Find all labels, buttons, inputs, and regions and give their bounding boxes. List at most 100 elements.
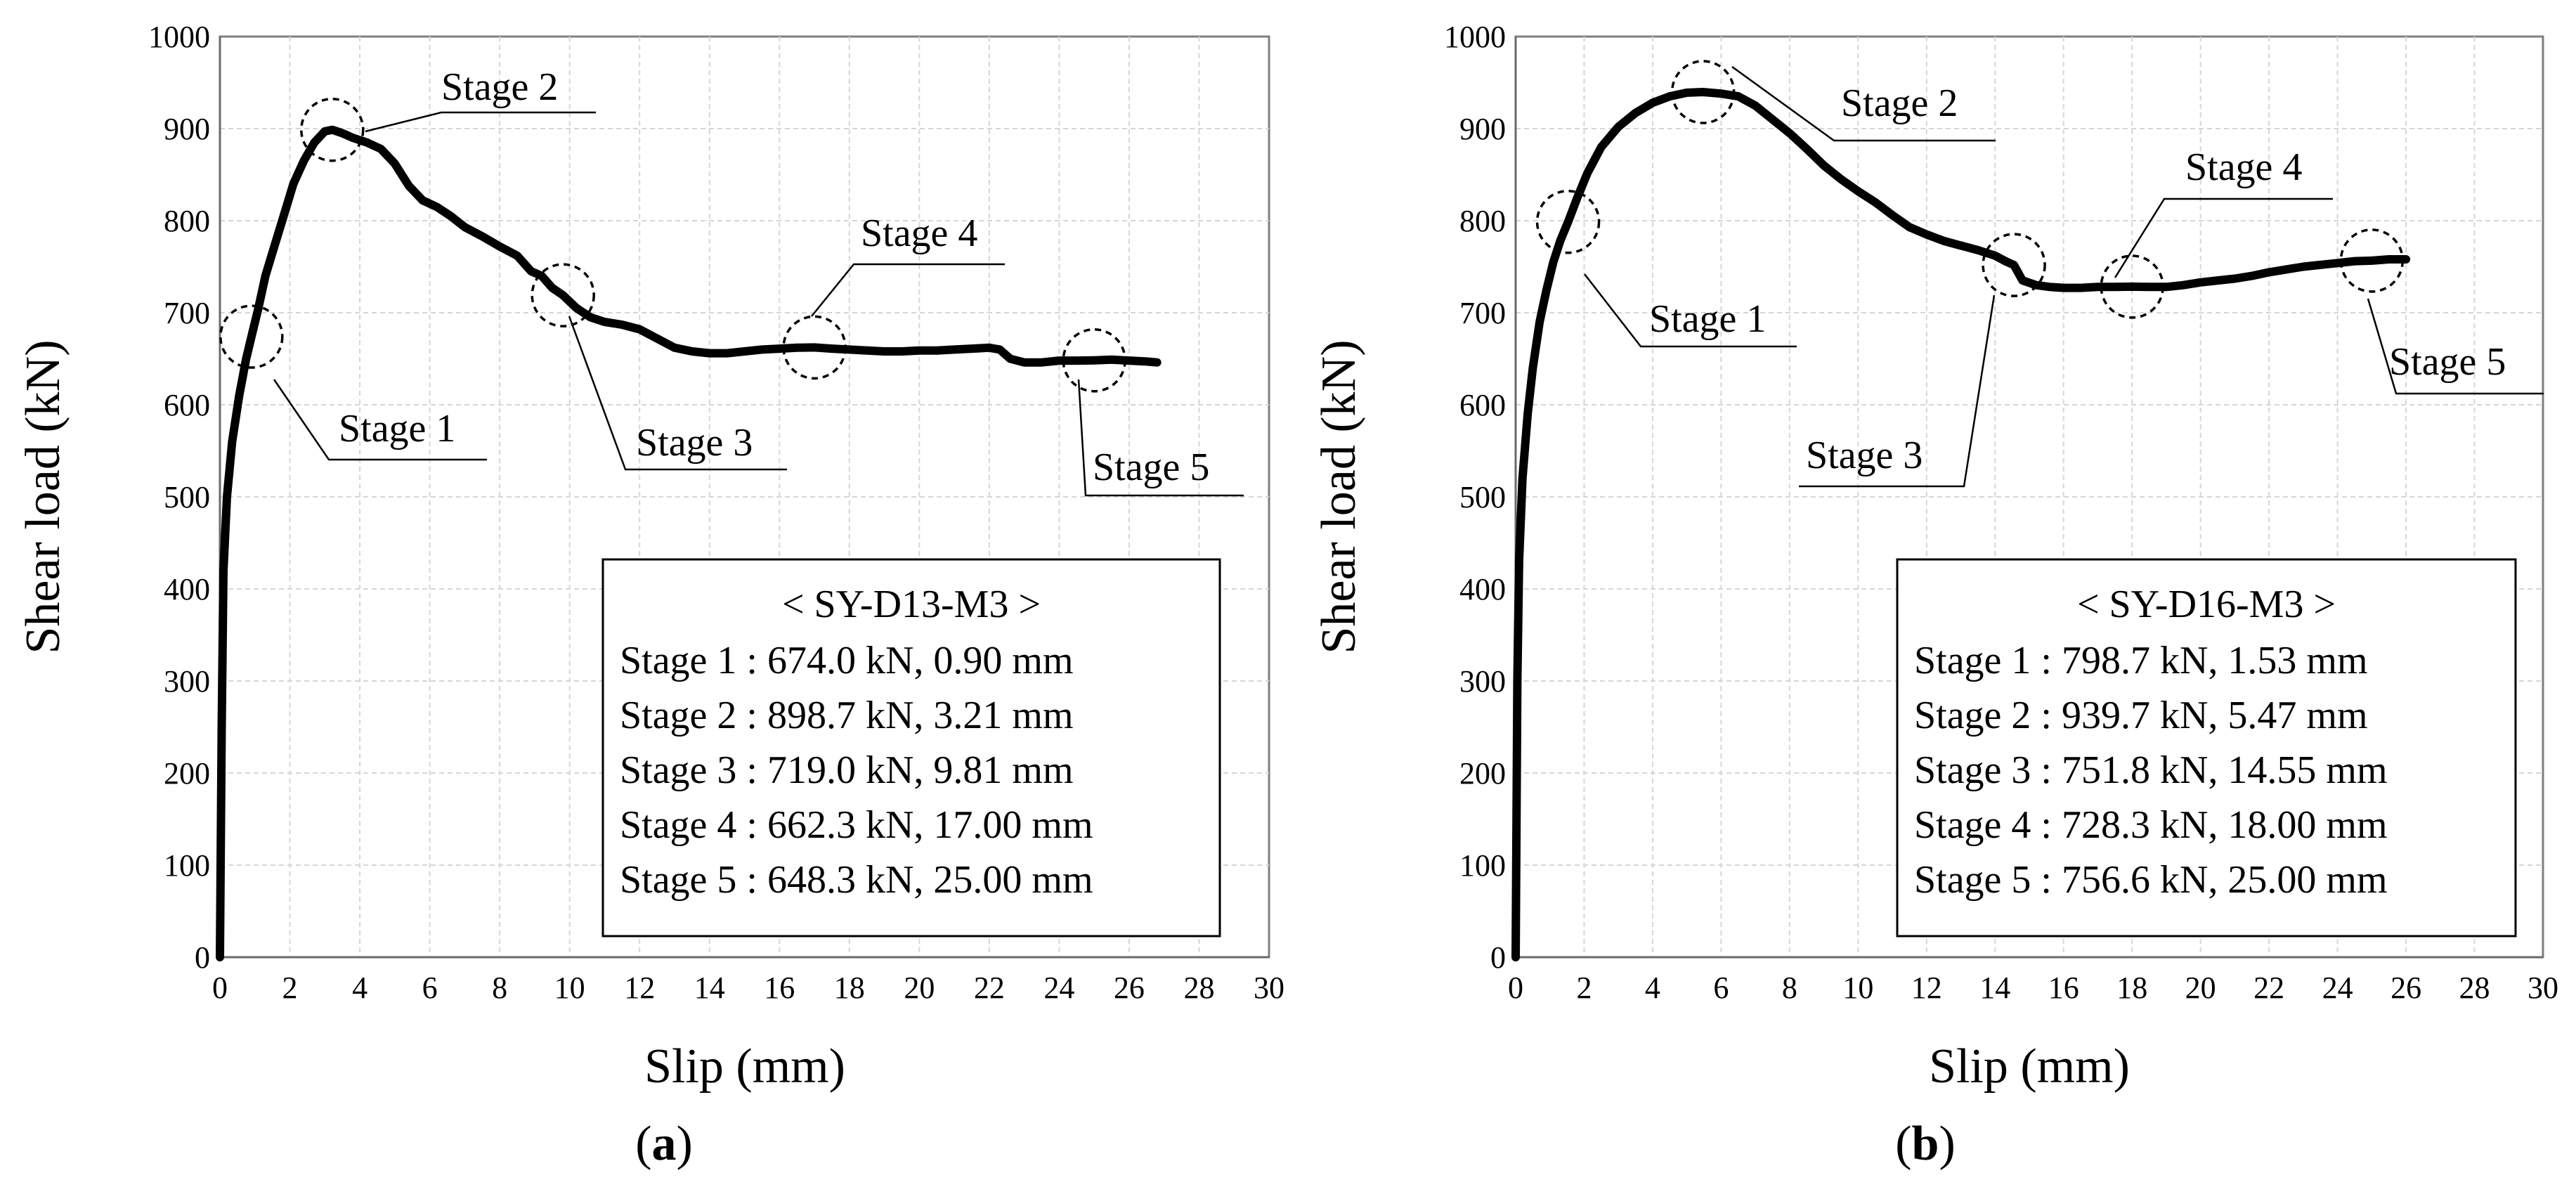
y-tick-label: 500 bbox=[1459, 480, 1506, 514]
stage-2-leader bbox=[365, 111, 596, 133]
info-box: < SY-D13-M3 > Stage 1 : 674.0 kN, 0.90 m… bbox=[601, 558, 1221, 938]
stage-2-marker bbox=[1670, 60, 1736, 124]
stage-1-label: Stage 1 bbox=[339, 407, 455, 450]
x-tick-label: 14 bbox=[694, 971, 725, 1005]
stage-4-marker bbox=[2100, 254, 2164, 319]
info-box: < SY-D16-M3 > Stage 1 : 798.7 kN, 1.53 m… bbox=[1896, 558, 2517, 938]
x-tick-label: 10 bbox=[1842, 971, 1873, 1005]
info-line-2: Stage 2 : 939.7 kN, 5.47 mm bbox=[1914, 694, 2368, 737]
stage-4-leader bbox=[811, 263, 1005, 317]
info-line-4: Stage 4 : 662.3 kN, 17.00 mm bbox=[620, 803, 1093, 847]
series-line-sy-d13-m3 bbox=[216, 125, 1162, 961]
stage-5-label: Stage 5 bbox=[2389, 340, 2506, 384]
stage-4-marker bbox=[782, 315, 847, 380]
info-line-5: Stage 5 : 756.6 kN, 25.00 mm bbox=[1914, 858, 2388, 902]
stage-3-label: Stage 3 bbox=[1806, 434, 1923, 477]
info-line-1: Stage 1 : 798.7 kN, 1.53 mm bbox=[1914, 639, 2368, 682]
y-tick-label: 1000 bbox=[148, 20, 210, 54]
stage-5-marker bbox=[2339, 228, 2405, 293]
x-tick-label: 12 bbox=[1911, 971, 1942, 1005]
x-tick-label: 20 bbox=[2185, 971, 2216, 1005]
y-tick-label: 100 bbox=[164, 848, 210, 883]
y-tick-label: 900 bbox=[164, 112, 210, 146]
x-tick-label: 20 bbox=[904, 971, 935, 1005]
stage-4-label: Stage 4 bbox=[2185, 145, 2302, 189]
x-tick-label: 0 bbox=[212, 971, 228, 1005]
y-tick-label: 600 bbox=[164, 388, 210, 422]
y-tick-label: 700 bbox=[164, 296, 210, 330]
y-tick-label: 400 bbox=[164, 572, 210, 607]
info-title: < SY-D16-M3 > bbox=[2077, 583, 2336, 626]
y-tick-label: 300 bbox=[1459, 664, 1506, 699]
x-tick-label: 6 bbox=[422, 971, 438, 1005]
series-line-sy-d16-m3 bbox=[1511, 88, 2411, 961]
info-line-3: Stage 3 : 751.8 kN, 14.55 mm bbox=[1914, 748, 2388, 792]
stage-3-marker bbox=[1982, 233, 2046, 297]
panel-b: 0 2 4 6 8 10 12 14 16 18 20 22 24 26 28 30 010020030040… bbox=[1312, 20, 2558, 1171]
x-tick-label: 24 bbox=[2322, 971, 2353, 1005]
stage-markers bbox=[219, 97, 1126, 393]
x-tick-labels: 0 2 4 6 8 10 12 14 16 18 20 22 24 26 28 30 bbox=[1508, 971, 2558, 1005]
stage-2-marker bbox=[300, 97, 365, 162]
y-tick-labels: 0 100 200 300 400 500 600 700 800 900 1000 bbox=[148, 20, 210, 975]
y-tick-label: 700 bbox=[1459, 296, 1506, 330]
x-tick-label: 18 bbox=[834, 971, 865, 1005]
x-tick-label: 28 bbox=[1183, 971, 1214, 1005]
info-line-3: Stage 3 : 719.0 kN, 9.81 mm bbox=[620, 748, 1074, 792]
stage-5-leader bbox=[1077, 379, 1244, 497]
x-tick-label: 30 bbox=[1254, 971, 1284, 1005]
panel-label: (a) bbox=[635, 1117, 693, 1171]
x-tick-label: 2 bbox=[282, 971, 298, 1005]
panel-label-close: ) bbox=[1939, 1117, 1955, 1171]
y-tick-label: 300 bbox=[164, 664, 210, 699]
panel-label: (b) bbox=[1895, 1117, 1956, 1171]
x-tick-label: 6 bbox=[1713, 971, 1729, 1005]
y-tick-label: 500 bbox=[164, 480, 210, 514]
panel-label-open: ( bbox=[635, 1117, 651, 1171]
y-tick-label: 600 bbox=[1459, 388, 1506, 422]
panel-label-letter: b bbox=[1912, 1117, 1939, 1171]
x-tick-label: 24 bbox=[1043, 971, 1074, 1005]
stage-5-label: Stage 5 bbox=[1093, 446, 1209, 489]
stage-1-leader bbox=[273, 379, 487, 461]
panel-label-close: ) bbox=[677, 1117, 693, 1171]
x-tick-label: 8 bbox=[492, 971, 507, 1005]
y-axis-title: Shear load (kN) bbox=[16, 339, 70, 654]
x-axis-title: Slip (mm) bbox=[644, 1039, 845, 1094]
x-tick-label: 28 bbox=[2459, 971, 2490, 1005]
stage-2-leader bbox=[1731, 65, 1996, 142]
info-title: < SY-D13-M3 > bbox=[782, 583, 1041, 626]
x-tick-label: 2 bbox=[1576, 971, 1592, 1005]
x-tick-label: 18 bbox=[2116, 971, 2147, 1005]
info-line-1: Stage 1 : 674.0 kN, 0.90 mm bbox=[620, 639, 1074, 682]
panel-label-open: ( bbox=[1895, 1117, 1911, 1171]
stage-4-leader bbox=[2114, 197, 2333, 278]
stage-1-marker bbox=[1535, 189, 1601, 254]
info-box-frame bbox=[601, 558, 1221, 938]
x-tick-label: 4 bbox=[352, 971, 367, 1005]
stage-2-label: Stage 2 bbox=[441, 65, 558, 109]
info-line-2: Stage 2 : 898.7 kN, 3.21 mm bbox=[620, 694, 1074, 737]
stage-2-label: Stage 2 bbox=[1841, 82, 1958, 125]
x-axis-title: Slip (mm) bbox=[1929, 1039, 2130, 1094]
panel-label-letter: a bbox=[652, 1117, 677, 1171]
x-tick-labels: 0 2 4 6 8 10 12 14 16 18 20 22 24 26 28 30 bbox=[212, 971, 1284, 1005]
stage-1-marker bbox=[219, 304, 284, 369]
y-tick-label: 800 bbox=[1459, 204, 1506, 238]
stage-3-marker bbox=[531, 263, 595, 327]
y-tick-label: 400 bbox=[1459, 572, 1506, 607]
y-tick-label: 0 bbox=[195, 940, 210, 975]
stage-5-marker bbox=[1062, 327, 1126, 393]
x-tick-label: 8 bbox=[1782, 971, 1797, 1005]
x-tick-label: 4 bbox=[1645, 971, 1660, 1005]
y-tick-labels: 0 100 200 300 400 500 600 700 800 900 1000 bbox=[1444, 20, 1506, 975]
stage-3-leader bbox=[568, 316, 787, 471]
y-tick-label: 800 bbox=[164, 204, 210, 238]
stage-1-leader bbox=[1584, 273, 1797, 348]
y-tick-label: 200 bbox=[164, 756, 210, 791]
y-tick-label: 100 bbox=[1459, 848, 1506, 883]
info-line-5: Stage 5 : 648.3 kN, 25.00 mm bbox=[620, 858, 1093, 902]
info-box-frame bbox=[1896, 558, 2517, 938]
y-tick-label: 900 bbox=[1459, 112, 1506, 146]
